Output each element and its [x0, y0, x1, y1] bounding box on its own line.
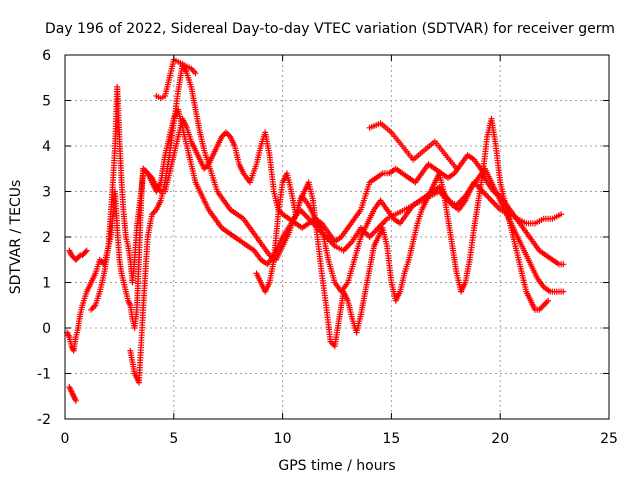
x-tick-label: 10	[274, 431, 292, 447]
data-point	[72, 397, 79, 404]
x-tick-label: 15	[382, 431, 400, 447]
series-track-8	[366, 120, 460, 172]
data-point	[545, 297, 552, 304]
x-tick-label: 25	[600, 431, 618, 447]
data-point	[76, 253, 83, 260]
data-point	[453, 165, 460, 172]
data-point	[560, 261, 567, 268]
y-tick-label: -2	[37, 412, 51, 428]
data-point	[83, 247, 90, 254]
series-track-2	[66, 384, 79, 404]
series-track-6	[153, 56, 199, 102]
chart-title: Day 196 of 2022, Sidereal Day-to-day VTE…	[45, 21, 615, 37]
data-series	[64, 56, 567, 404]
y-tick-label: 5	[42, 94, 51, 110]
series-track-7	[253, 115, 552, 350]
data-point	[560, 288, 567, 295]
y-tick-label: 3	[42, 185, 51, 201]
y-tick-label: 4	[42, 139, 51, 155]
series-track-4	[88, 83, 567, 313]
y-tick-label: 0	[42, 321, 51, 337]
data-point	[558, 211, 565, 218]
x-tick-label: 5	[169, 431, 178, 447]
y-tick-label: 1	[42, 276, 51, 292]
x-tick-label: 0	[61, 431, 70, 447]
axis-ticks: 0 5 10 15 20 25 -2 -1 0 1 2 3 4 5 6	[37, 48, 618, 447]
series-track-1	[66, 247, 90, 263]
data-point	[192, 70, 199, 77]
data-point	[82, 248, 89, 255]
y-axis-label: SDTVAR / TECUs	[8, 180, 24, 295]
x-axis-label: GPS time / hours	[278, 458, 395, 474]
x-tick-label: 20	[491, 431, 509, 447]
y-tick-label: 2	[42, 230, 51, 246]
y-tick-label: 6	[42, 48, 51, 64]
y-tick-label: -1	[37, 367, 51, 383]
